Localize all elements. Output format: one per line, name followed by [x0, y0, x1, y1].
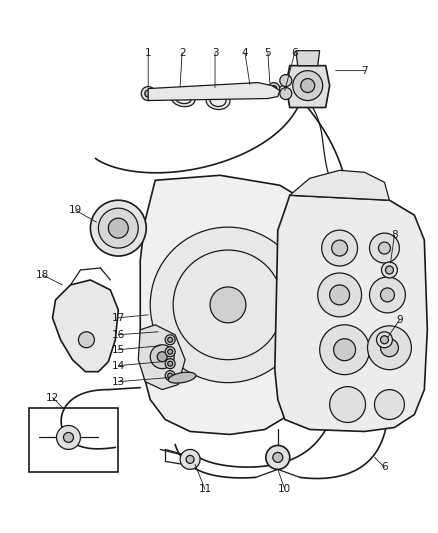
Text: 18: 18	[36, 270, 49, 280]
Text: 17: 17	[112, 313, 125, 323]
Circle shape	[334, 339, 356, 361]
Ellipse shape	[168, 372, 196, 383]
Circle shape	[266, 446, 290, 470]
Ellipse shape	[206, 92, 230, 109]
Circle shape	[168, 373, 173, 378]
Circle shape	[165, 347, 175, 357]
Text: 6: 6	[381, 462, 388, 472]
Text: 9: 9	[396, 315, 403, 325]
Circle shape	[64, 432, 74, 442]
Circle shape	[210, 287, 246, 323]
Circle shape	[374, 390, 404, 419]
Text: 16: 16	[112, 330, 125, 340]
Text: 14: 14	[112, 361, 125, 370]
Circle shape	[57, 425, 81, 449]
Circle shape	[381, 339, 399, 357]
Circle shape	[145, 90, 152, 97]
Circle shape	[248, 85, 258, 94]
Circle shape	[381, 262, 397, 278]
Circle shape	[186, 455, 194, 463]
Polygon shape	[275, 195, 427, 432]
Text: 3: 3	[212, 47, 218, 58]
Text: 11: 11	[198, 484, 212, 494]
Circle shape	[180, 449, 200, 470]
Circle shape	[367, 326, 411, 370]
Circle shape	[385, 266, 393, 274]
Polygon shape	[286, 66, 330, 108]
Circle shape	[150, 345, 174, 369]
Circle shape	[378, 242, 390, 254]
Circle shape	[168, 361, 173, 366]
Circle shape	[90, 200, 146, 256]
Circle shape	[330, 285, 350, 305]
Circle shape	[168, 337, 173, 342]
Circle shape	[381, 336, 389, 344]
Text: 12: 12	[46, 393, 59, 402]
Circle shape	[141, 86, 155, 101]
Circle shape	[99, 208, 138, 248]
Circle shape	[377, 332, 392, 348]
Circle shape	[273, 453, 283, 462]
Circle shape	[157, 352, 167, 362]
Text: 10: 10	[278, 484, 291, 494]
Circle shape	[370, 233, 399, 263]
Circle shape	[293, 71, 323, 101]
Text: 7: 7	[361, 66, 368, 76]
Text: 6: 6	[291, 47, 298, 58]
Circle shape	[165, 335, 175, 345]
Text: 5: 5	[265, 47, 271, 58]
Circle shape	[370, 277, 406, 313]
Polygon shape	[290, 171, 389, 200]
Circle shape	[318, 273, 361, 317]
Circle shape	[165, 359, 175, 369]
Circle shape	[321, 230, 357, 266]
Circle shape	[280, 87, 292, 100]
Circle shape	[108, 218, 128, 238]
Circle shape	[280, 75, 292, 86]
Circle shape	[332, 240, 348, 256]
Text: 13: 13	[112, 377, 125, 386]
Polygon shape	[148, 83, 280, 101]
Text: 15: 15	[112, 345, 125, 355]
Circle shape	[150, 227, 306, 383]
Text: 4: 4	[242, 47, 248, 58]
Circle shape	[320, 325, 370, 375]
Circle shape	[271, 86, 277, 92]
Polygon shape	[296, 51, 320, 66]
Circle shape	[381, 288, 395, 302]
Polygon shape	[138, 325, 185, 390]
Circle shape	[330, 386, 366, 423]
Polygon shape	[53, 280, 118, 372]
Text: 8: 8	[391, 230, 398, 240]
Ellipse shape	[171, 91, 195, 107]
Text: 1: 1	[145, 47, 152, 58]
Polygon shape	[140, 175, 320, 434]
Circle shape	[268, 83, 280, 94]
Circle shape	[165, 370, 175, 381]
Text: 2: 2	[179, 47, 185, 58]
Text: 19: 19	[69, 205, 82, 215]
Bar	[28, 408, 118, 472]
Circle shape	[301, 78, 314, 93]
Circle shape	[168, 349, 173, 354]
Circle shape	[78, 332, 95, 348]
